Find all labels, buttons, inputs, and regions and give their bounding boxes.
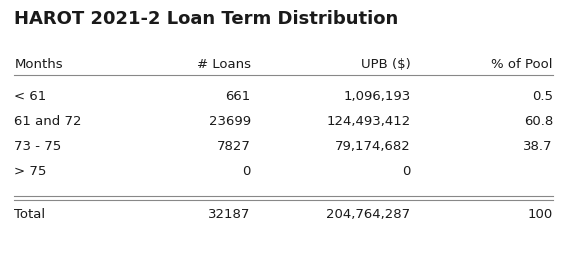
Text: 661: 661 <box>226 90 251 103</box>
Text: 7827: 7827 <box>217 140 251 153</box>
Text: 73 - 75: 73 - 75 <box>14 140 62 153</box>
Text: 60.8: 60.8 <box>524 115 553 128</box>
Text: # Loans: # Loans <box>197 58 251 71</box>
Text: 23699: 23699 <box>209 115 251 128</box>
Text: 38.7: 38.7 <box>523 140 553 153</box>
Text: 79,174,682: 79,174,682 <box>335 140 410 153</box>
Text: 1,096,193: 1,096,193 <box>343 90 410 103</box>
Text: 0: 0 <box>402 165 410 178</box>
Text: UPB ($): UPB ($) <box>361 58 410 71</box>
Text: Months: Months <box>14 58 63 71</box>
Text: 61 and 72: 61 and 72 <box>14 115 82 128</box>
Text: 32187: 32187 <box>209 208 251 221</box>
Text: % of Pool: % of Pool <box>491 58 553 71</box>
Text: 0: 0 <box>242 165 251 178</box>
Text: > 75: > 75 <box>14 165 47 178</box>
Text: < 61: < 61 <box>14 90 47 103</box>
Text: 0.5: 0.5 <box>532 90 553 103</box>
Text: 204,764,287: 204,764,287 <box>326 208 410 221</box>
Text: Total: Total <box>14 208 46 221</box>
Text: 124,493,412: 124,493,412 <box>326 115 410 128</box>
Text: 100: 100 <box>528 208 553 221</box>
Text: HAROT 2021-2 Loan Term Distribution: HAROT 2021-2 Loan Term Distribution <box>14 10 398 28</box>
